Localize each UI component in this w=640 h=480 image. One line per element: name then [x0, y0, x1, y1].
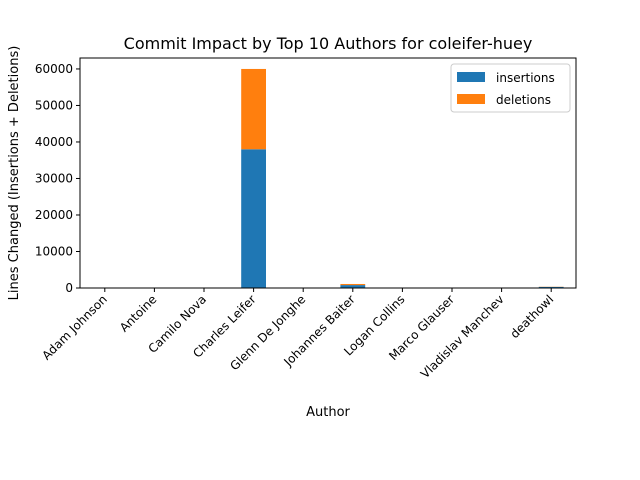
y-tick-label-6: 50000 [35, 98, 73, 112]
y-tick-label-3: 20000 [35, 208, 73, 222]
bar-deletions-4 [241, 68, 266, 150]
bar-deletions-6 [340, 283, 366, 286]
x-tick-label-9: Vladislav Manchev [418, 292, 507, 381]
bar-insertions-4 [241, 149, 266, 288]
y-axis-label: Lines Changed (Insertions + Deletions) [7, 46, 22, 301]
legend-swatch-deletions [457, 94, 485, 104]
y-tick-label-7: 60000 [35, 62, 73, 76]
x-tick-label-10: deathowl [507, 292, 556, 341]
legend-label-insertions: insertions [496, 71, 555, 85]
x-tick-label-2: Antoine [117, 292, 160, 335]
legend-swatch-insertions [457, 72, 485, 82]
y-tick-label-2: 10000 [35, 244, 73, 258]
plot-area: 0 10000 20000 30000 40000 50000 60000 Adam John… [35, 57, 577, 381]
chart-title: Commit Impact by Top 10 Authors for cole… [124, 34, 533, 53]
plot-frame [79, 57, 577, 289]
y-tick-label-4: 30000 [35, 171, 73, 185]
y-tick-label-1: 0 [65, 281, 73, 295]
legend-label-deletions: deletions [496, 93, 551, 107]
x-axis-label: Author [306, 405, 350, 420]
x-tick-label-1: Adam Johnson [39, 292, 110, 363]
y-tick-label-5: 40000 [35, 135, 73, 149]
bar-insertions-10 [538, 286, 564, 288]
bar-insertions-6 [340, 285, 366, 288]
